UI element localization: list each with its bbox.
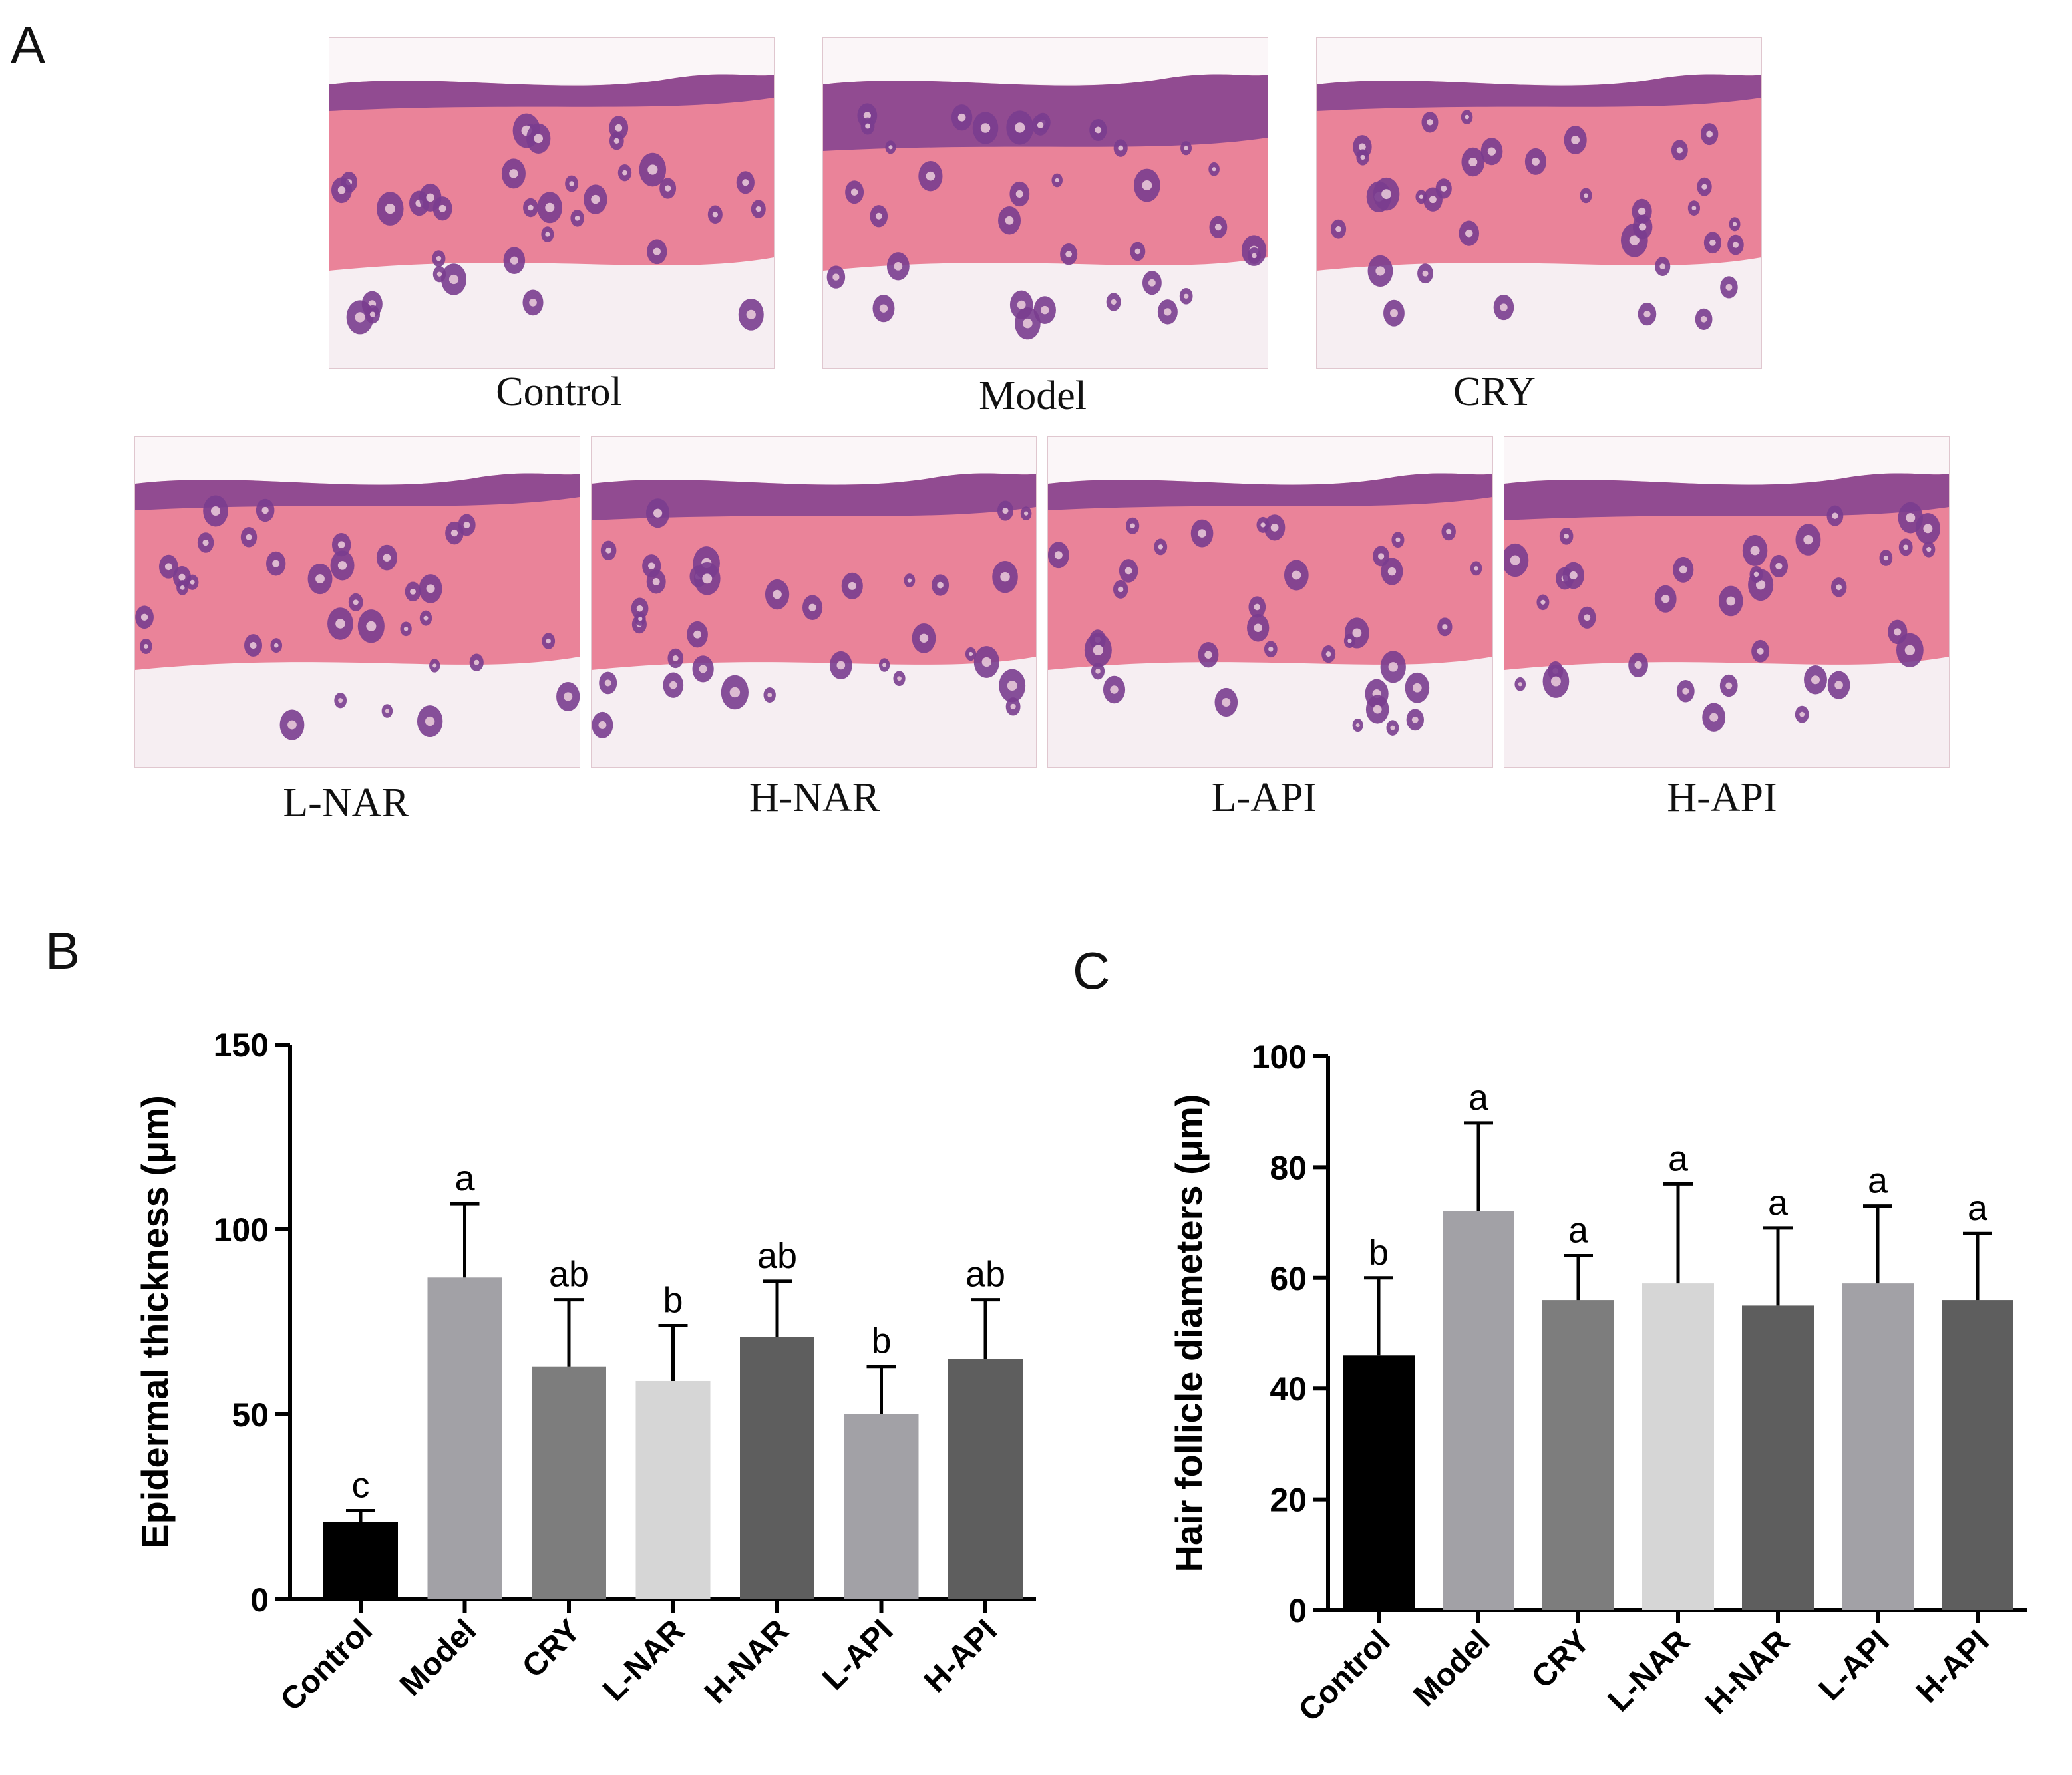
panel-letter-b: B (45, 921, 81, 980)
x-tick-label: H-API (918, 1613, 1004, 1699)
significance-letter: b (871, 1321, 891, 1361)
x-tick-label: CRY (516, 1613, 588, 1685)
micrograph-label-model: Model (979, 373, 1087, 418)
significance-letter: a (1968, 1188, 1988, 1228)
x-tick-label: L-NAR (1602, 1623, 1697, 1718)
bar-control (1343, 1355, 1415, 1610)
x-tick-label: H-API (1910, 1623, 1996, 1710)
y-axis-label: Hair follicle diameters (μm) (1168, 1094, 1210, 1573)
micrograph-image (1317, 38, 1761, 368)
y-tick-label: 60 (1270, 1260, 1307, 1297)
micrograph-label-cry: CRY (1453, 369, 1536, 414)
x-tick-label: Model (1407, 1623, 1497, 1714)
y-tick-label: 40 (1270, 1371, 1307, 1408)
y-tick-label: 80 (1270, 1149, 1307, 1186)
y-tick-label: 100 (1252, 1039, 1307, 1076)
micrograph-label-control: Control (496, 369, 622, 414)
y-tick-label: 100 (214, 1211, 269, 1249)
y-tick-label: 0 (1288, 1592, 1307, 1629)
bar-model (427, 1277, 502, 1599)
micrograph-label-l-api: L-API (1211, 775, 1317, 820)
significance-letter: a (1468, 1078, 1489, 1118)
micrograph-model (822, 37, 1268, 369)
bar-h-api (1942, 1300, 2013, 1610)
micrograph-label-h-nar: H-NAR (749, 775, 880, 820)
significance-letter: b (663, 1281, 683, 1321)
bar-cry (532, 1366, 606, 1599)
panel-letter-c: C (1073, 941, 1111, 1000)
significance-letter: a (454, 1158, 475, 1198)
micrograph-image (823, 38, 1268, 368)
micrograph-l-api (1047, 436, 1493, 768)
micrograph-control (329, 37, 775, 369)
bar-h-api (948, 1359, 1023, 1599)
y-tick-label: 50 (232, 1396, 269, 1434)
significance-letter: a (1668, 1138, 1689, 1178)
significance-letter: ab (965, 1255, 1005, 1295)
x-tick-label: Control (274, 1613, 379, 1718)
micrograph-l-nar (134, 436, 580, 768)
micrograph-image (1048, 437, 1492, 767)
x-tick-label: H-NAR (1699, 1623, 1797, 1721)
significance-letter: c (352, 1466, 370, 1506)
micrograph-image (135, 437, 580, 767)
micrograph-image (1504, 437, 1949, 767)
significance-letter: ab (757, 1236, 797, 1276)
bar-l-api (844, 1414, 919, 1599)
y-axis-label: Epidermal thickness (μm) (134, 1095, 176, 1549)
micrograph-label-l-nar: L-NAR (283, 780, 409, 826)
chart-c: 0 20 40 60 80 100 Hair follicle diameters (μm)… (1168, 1039, 2027, 1728)
y-tick-label: 150 (214, 1027, 269, 1064)
y-tick-label: 0 (250, 1581, 269, 1619)
significance-letter: a (1568, 1211, 1589, 1251)
bar-l-api (1842, 1283, 1914, 1610)
micrograph-cry (1316, 37, 1762, 369)
bar-h-nar (740, 1337, 814, 1599)
significance-letter: b (1369, 1233, 1389, 1273)
bar-l-nar (635, 1380, 711, 1599)
bar-control (323, 1522, 398, 1599)
x-tick-label: Model (393, 1613, 484, 1703)
x-tick-label: CRY (1525, 1623, 1597, 1695)
chart-b: 0 50 100 150 Epidermal thickness (μm) c Contro… (134, 1027, 1036, 1718)
micrograph-image (329, 38, 774, 368)
x-tick-label: Control (1292, 1623, 1397, 1728)
x-tick-label: L-API (1813, 1623, 1896, 1707)
x-tick-label: L-API (816, 1613, 900, 1696)
significance-letter: ab (549, 1255, 589, 1295)
x-tick-label: H-NAR (698, 1613, 796, 1710)
significance-letter: a (1868, 1161, 1888, 1201)
micrograph-h-api (1504, 436, 1950, 768)
panel-letter-a: A (11, 15, 46, 74)
micrograph-h-nar (591, 436, 1037, 768)
bar-l-nar (1642, 1283, 1714, 1610)
significance-letter: a (1768, 1183, 1789, 1223)
micrograph-label-h-api: H-API (1667, 775, 1777, 820)
bar-model (1443, 1211, 1514, 1610)
y-tick-label: 20 (1270, 1482, 1307, 1519)
bar-h-nar (1742, 1305, 1814, 1610)
bar-cry (1542, 1300, 1614, 1610)
micrograph-image (592, 437, 1036, 767)
x-tick-label: L-NAR (596, 1613, 691, 1708)
